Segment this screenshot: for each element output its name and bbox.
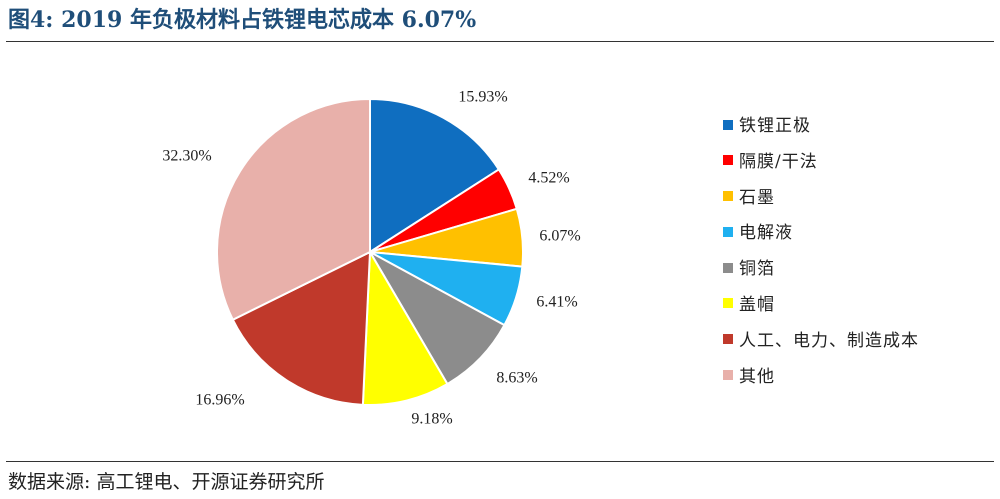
pie-slice [231, 250, 372, 406]
legend-swatch [723, 370, 733, 381]
legend-item: 电解液 [723, 219, 919, 255]
legend-label: 电解液 [739, 223, 793, 244]
slice-data-label: 32.30% [162, 148, 211, 165]
slice-data-label: 8.63% [496, 370, 537, 387]
legend-swatch [723, 226, 733, 237]
pie-slice [215, 97, 371, 322]
legend-label: 铜箔 [739, 259, 775, 280]
legend-swatch [723, 298, 733, 309]
slice-data-label: 6.07% [539, 228, 580, 245]
slice-data-label: 4.52% [528, 170, 569, 187]
legend-item: 石墨 [723, 184, 919, 220]
legend-swatch [723, 334, 733, 345]
pie-slice [369, 97, 501, 254]
legend-swatch [723, 119, 733, 130]
chart-title: 图4: 2019 年负极材料占铁锂电芯成本 6.07% [8, 7, 477, 33]
legend-label: 盖帽 [739, 294, 775, 315]
legend-label: 其他 [739, 366, 775, 387]
legend-swatch [723, 191, 733, 202]
source-note: 数据来源: 高工锂电、开源证券研究所 [8, 471, 325, 493]
legend-label: 人工、电力、制造成本 [739, 330, 919, 351]
title-divider [6, 41, 994, 42]
legend-swatch [723, 155, 733, 166]
legend-item: 人工、电力、制造成本 [723, 327, 919, 363]
legend-swatch [723, 262, 733, 273]
slice-data-label: 15.93% [458, 89, 507, 106]
legend-item: 铜箔 [723, 255, 919, 291]
slice-data-label: 16.96% [195, 392, 244, 409]
legend-item: 盖帽 [723, 291, 919, 327]
slice-data-label: 6.41% [536, 294, 577, 311]
legend-item: 铁锂正极 [723, 112, 919, 148]
pie-slice [361, 248, 449, 406]
legend-item: 其他 [723, 363, 919, 399]
legend-label: 石墨 [739, 187, 775, 208]
legend-label: 铁锂正极 [739, 116, 811, 136]
chart-legend: 铁锂正极隔膜/干法石墨电解液铜箔盖帽人工、电力、制造成本 其他 [723, 112, 919, 398]
source-divider [6, 461, 994, 462]
legend-item: 隔膜/干法 [723, 148, 919, 184]
pie-slice [367, 249, 506, 386]
legend-label: 隔膜/干法 [739, 151, 818, 172]
slice-data-label: 9.18% [411, 411, 452, 428]
